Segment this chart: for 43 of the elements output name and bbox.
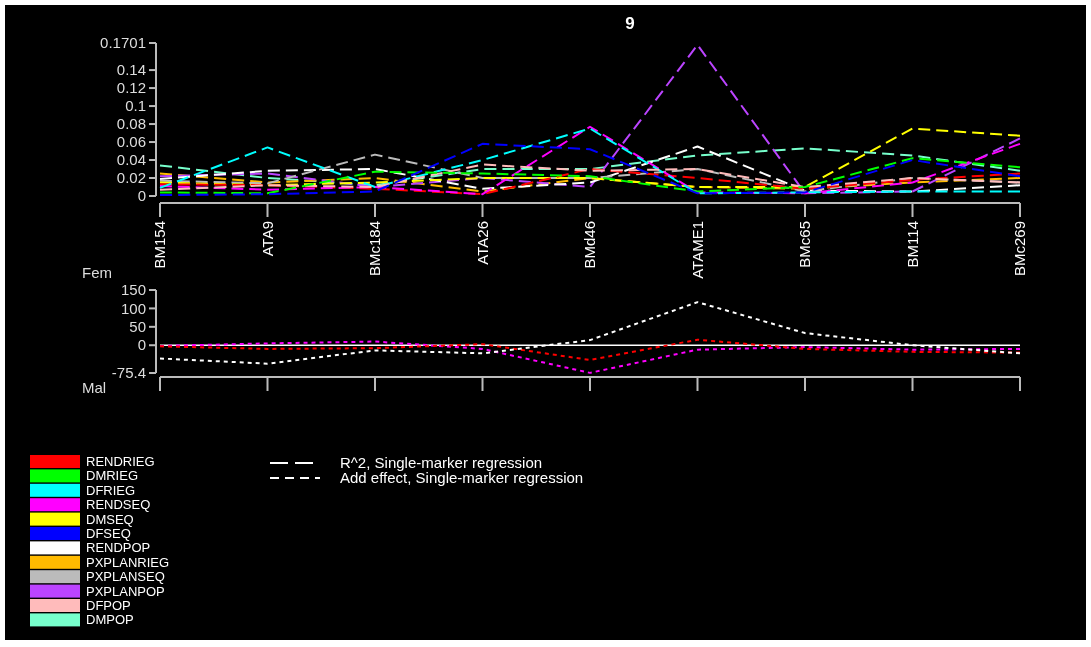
legend-label: PXPLANRIEG (86, 554, 170, 570)
x-tick-label: BM114 (903, 221, 921, 268)
legend-label: DMPOP (86, 612, 134, 628)
legend-label: DFSEQ (86, 526, 131, 542)
x-tick-label: BM154 (151, 221, 169, 269)
y-tick-label: 0 (137, 187, 146, 205)
line-series (159, 43, 1021, 195)
x-tick-label: BMc269 (1011, 221, 1029, 277)
legend-label: PXPLANPOP (86, 583, 165, 599)
legend-label: DFPOP (86, 598, 131, 614)
y-tick-label: 0.06 (116, 133, 146, 151)
legend-label: RENDSEQ (86, 497, 151, 513)
legend-label: DMRIEG (86, 468, 138, 484)
line-series (159, 147, 1021, 187)
legend-label: DMSEQ (86, 511, 134, 527)
y-tick-label: 50 (129, 318, 146, 336)
text: Fem (82, 264, 112, 281)
line-series (159, 301, 1021, 365)
y-tick-label: 0.1701 (100, 34, 146, 52)
x-tick-label: BMc65 (796, 221, 814, 268)
text: R^2, Single-marker regression (340, 454, 543, 472)
y-tick-label: 0.04 (116, 151, 146, 169)
x-tick-label: ATAME1 (688, 221, 706, 279)
line-series (159, 163, 1021, 191)
legend-label: RENDRIEG (86, 454, 155, 470)
y-tick-label: 0.12 (116, 79, 146, 97)
x-tick-label: BMc184 (366, 221, 384, 277)
text: Mal (82, 379, 107, 396)
y-tick-label: -75.4 (111, 364, 146, 382)
y-tick-label: 0.14 (116, 61, 146, 79)
y-tick-label: 0.08 (116, 115, 146, 133)
x-tick-label: BMd46 (581, 221, 599, 269)
legend-label: DFRIEG (86, 482, 136, 498)
y-tick-label: 0.02 (116, 169, 146, 187)
x-tick-label: ATA26 (473, 221, 491, 265)
x-tick-label: ATA9 (258, 221, 276, 257)
y-tick-label: 0.1 (125, 97, 146, 115)
y-tick-label: 0 (137, 336, 146, 354)
legend-label: RENDPOP (86, 540, 151, 556)
y-tick-label: 150 (120, 281, 146, 299)
legend-label: PXPLANSEQ (86, 569, 165, 585)
y-tick-label: 100 (120, 299, 146, 317)
chart-title: 9 (625, 14, 635, 33)
